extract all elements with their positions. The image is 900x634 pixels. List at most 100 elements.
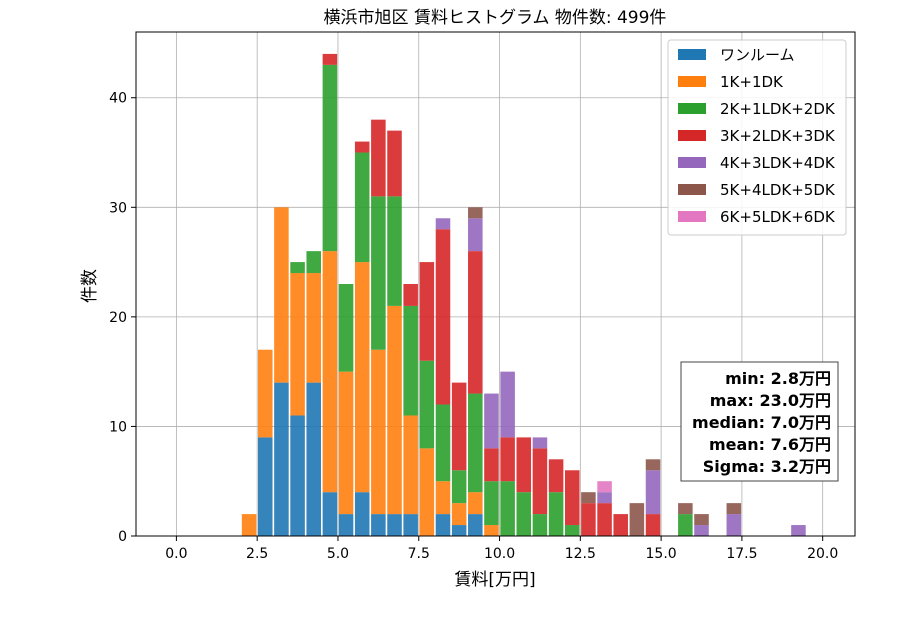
legend-swatch (678, 49, 706, 60)
legend-entry: 1K+1DK (720, 73, 784, 91)
bar-segment (597, 492, 612, 504)
y-axis-label: 件数 (80, 269, 100, 303)
x-tick-label: 7.5 (408, 546, 430, 562)
stats-line: Sigma: 3.2万円 (703, 457, 831, 476)
x-tick-label: 5.0 (327, 546, 349, 562)
bar-segment (532, 448, 548, 515)
bar-segment (500, 437, 515, 482)
bar-segment (387, 130, 402, 197)
x-tick-label: 17.5 (726, 546, 757, 562)
bar-segment (597, 503, 612, 536)
legend-entry: ワンルーム (720, 46, 795, 64)
bar-segment (371, 514, 386, 536)
legend-entry: 3K+2LDK+3DK (720, 127, 836, 145)
bar-segment (274, 382, 289, 536)
bar-segment (322, 64, 338, 252)
stats-line: min: 2.8万円 (725, 369, 831, 388)
bar-segment (419, 262, 435, 361)
bar-segment (468, 207, 483, 219)
y-tick-label: 40 (109, 91, 127, 107)
bar-segment (371, 349, 386, 515)
bar-segment (581, 503, 596, 536)
legend-swatch (678, 76, 706, 87)
bar-segment (338, 514, 354, 536)
bar-segment (484, 448, 499, 482)
bar-segment (387, 514, 402, 536)
x-axis-label: 賃料[万円] (454, 570, 535, 590)
bar-segment (419, 448, 435, 536)
bar-segment (419, 360, 435, 449)
stats-box: min: 2.8万円 max: 23.0万円 median: 7.0万円 mean: … (680, 361, 839, 482)
stats-line: mean: 7.6万円 (709, 435, 831, 454)
bar-segment (484, 393, 499, 449)
chart-title: 横浜市旭区 賃料ヒストグラム 物件数: 499件 (324, 8, 667, 28)
legend-swatch (678, 157, 706, 168)
bar-segment (338, 371, 354, 515)
bar-segment (451, 470, 467, 504)
bar-segment (694, 514, 709, 526)
bar-segment (322, 53, 338, 65)
bar-segment (403, 415, 418, 515)
bar-segment (354, 492, 370, 536)
bar-segment (548, 492, 564, 536)
bar-segment (354, 262, 370, 493)
y-tick-label: 30 (109, 200, 127, 216)
bar-segment (645, 459, 661, 471)
bar-segment (532, 437, 548, 449)
legend-entry: 2K+1LDK+2DK (720, 100, 836, 118)
bar-segment (338, 284, 354, 372)
bar-segment (468, 514, 483, 536)
bar-segment (726, 514, 742, 536)
bar-segment (468, 492, 483, 515)
bar-segment (403, 284, 418, 306)
stats-line: max: 23.0万円 (710, 391, 831, 410)
bar-segment (484, 525, 499, 536)
bar-segment (516, 492, 532, 536)
bar-segment (306, 382, 322, 536)
bar-segment (371, 119, 386, 197)
bar-segment (468, 218, 483, 252)
bar-segment (257, 349, 273, 438)
bar-segment (629, 503, 645, 536)
bar-segment (387, 196, 402, 306)
y-tick-label: 20 (109, 310, 127, 326)
x-tick-label: 0.0 (165, 546, 187, 562)
bar-segment (451, 525, 467, 536)
bar-segment (322, 492, 338, 536)
bar-segment (500, 371, 515, 438)
legend-swatch (678, 184, 706, 195)
bar-segment (694, 525, 709, 536)
stats-line: median: 7.0万円 (692, 413, 831, 432)
bar-segment (613, 514, 628, 536)
bar-segment (500, 481, 515, 536)
bar-segment (290, 273, 305, 416)
bar-segment (564, 525, 580, 536)
bar-segment (435, 481, 451, 515)
legend-entry: 5K+4LDK+5DK (720, 181, 836, 199)
bar-segment (548, 459, 564, 493)
legend: ワンルーム 1K+1DK 2K+1LDK+2DK 3K+2LDK+3DK 4K+3LDK… (667, 39, 847, 236)
bar-segment (403, 514, 418, 536)
bar-segment (387, 305, 402, 515)
legend-swatch (678, 130, 706, 141)
y-tick-label: 0 (118, 529, 127, 545)
legend-frame (667, 39, 847, 236)
bar-segment (451, 503, 467, 526)
bar-segment (371, 196, 386, 350)
bar-segment (354, 152, 370, 263)
bar-segment (322, 251, 338, 493)
plot-area: 0.0 2.5 5.0 7.5 10.0 12.5 15.0 17.5 20.0 0 10 20 30 4… (109, 31, 856, 562)
bar-segment (306, 273, 322, 383)
bar-segment (678, 503, 693, 515)
bar-segment (597, 481, 612, 493)
bar-segment (435, 404, 451, 482)
legend-entry: 6K+5LDK+6DK (720, 208, 836, 226)
y-tick-label: 10 (109, 419, 127, 435)
bar-segment (532, 514, 548, 536)
bar-segment (581, 492, 596, 504)
x-tick-label: 2.5 (246, 546, 268, 562)
legend-entry: 4K+3LDK+4DK (720, 154, 836, 172)
bar-segment (645, 470, 661, 515)
bar-segment (726, 503, 742, 515)
